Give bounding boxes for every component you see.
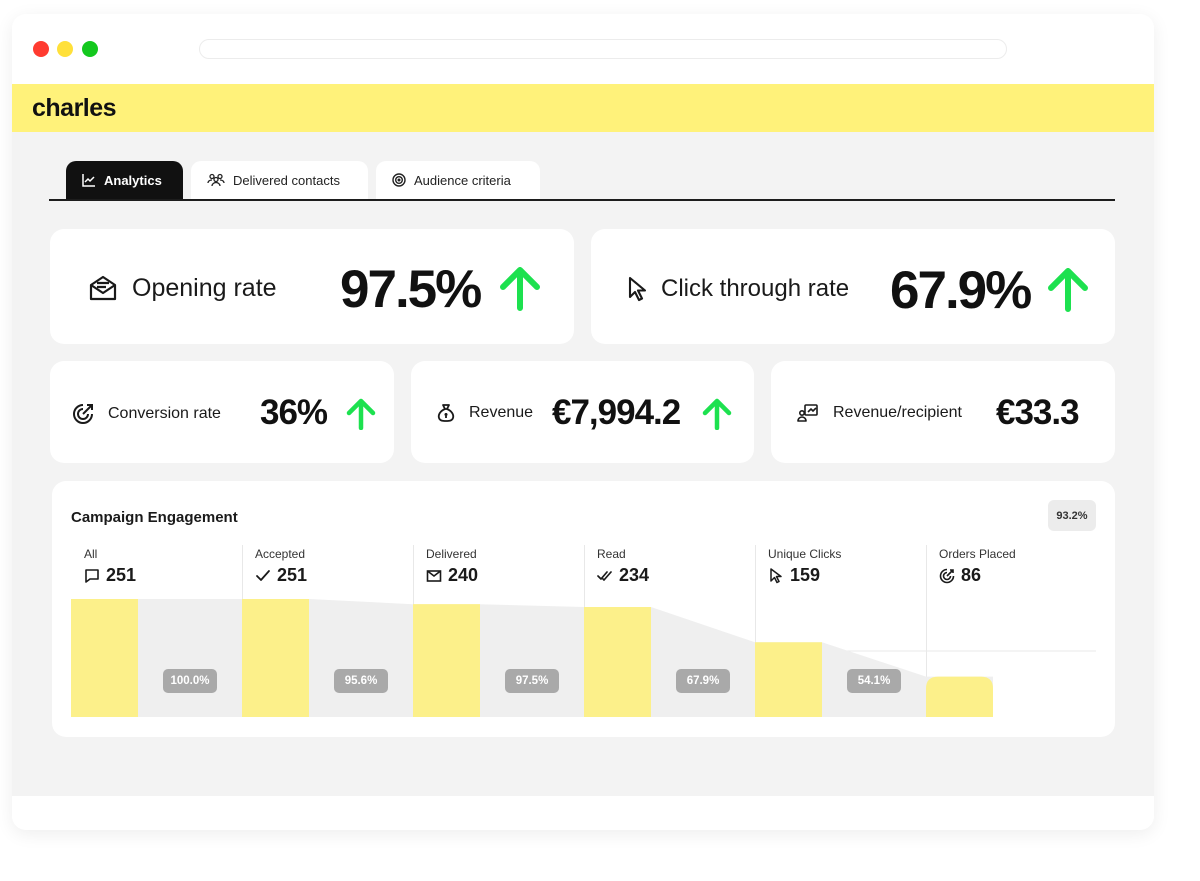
tab-analytics-label: Analytics	[104, 172, 162, 188]
cursor-icon	[628, 276, 647, 302]
tab-audience-criteria-label: Audience criteria	[414, 172, 511, 188]
kpi-card-revenue-per-recipient: Revenue/recipient €33.3	[771, 361, 1115, 463]
tab-bar: Analytics Delivered contacts Audience cr…	[49, 161, 1115, 201]
funnel-column-value: 159	[790, 565, 821, 585]
funnel-column-header-all: All 251	[84, 547, 136, 586]
funnel-bar-unique-clicks	[755, 642, 822, 717]
kpi-revenue-value: €7,994.2	[552, 393, 681, 432]
kpi-click-through-rate-label-group: Click through rate	[627, 275, 849, 303]
contacts-icon	[207, 173, 225, 187]
funnel-column-count: 251	[255, 565, 307, 586]
trend-up-arrow-icon	[500, 267, 540, 311]
engagement-funnel-chart	[71, 599, 1096, 717]
campaign-engagement-title: Campaign Engagement	[71, 509, 238, 526]
logo: charles	[32, 94, 117, 122]
maximize-window-button[interactable]	[82, 41, 98, 57]
open-envelope-icon	[89, 275, 117, 301]
kpi-opening-rate-value: 97.5%	[340, 260, 482, 319]
funnel-column-header-accepted: Accepted 251	[255, 547, 307, 586]
trend-up-arrow-icon	[702, 398, 732, 430]
trend-up-arrow-icon	[346, 398, 376, 430]
engagement-rate-badge: 93.2%	[1048, 500, 1096, 531]
browser-window: charles Analytics Delivered contacts	[12, 14, 1154, 830]
funnel-column-count: 86	[939, 565, 1016, 586]
funnel-column-value: 251	[106, 565, 137, 585]
kpi-card-revenue: Revenue €7,994.2	[411, 361, 754, 463]
kpi-conversion-rate-value: 36%	[260, 393, 328, 432]
funnel-column-value: 234	[619, 565, 650, 585]
minimize-window-button[interactable]	[57, 41, 73, 57]
tab-delivered-contacts[interactable]: Delivered contacts	[191, 161, 368, 199]
address-bar[interactable]	[199, 39, 1007, 59]
funnel-column-value: 86	[961, 565, 982, 585]
kpi-card-click-through-rate: Click through rate 67.9%	[591, 229, 1115, 344]
kpi-conversion-rate-label-group: Conversion rate	[72, 403, 221, 425]
funnel-column-divider	[926, 545, 927, 717]
kpi-opening-rate-label: Opening rate	[132, 273, 277, 302]
kpi-revenue-per-recipient-label-group: Revenue/recipient	[797, 403, 962, 423]
line-chart-icon	[82, 174, 95, 187]
funnel-step-percentage-badge: 67.9%	[676, 669, 730, 693]
funnel-column-name: Unique Clicks	[768, 547, 842, 561]
kpi-click-through-rate-value: 67.9%	[890, 261, 1032, 320]
funnel-column-header-read: Read 234	[597, 547, 649, 586]
funnel-step-percentage-badge: 100.0%	[163, 669, 217, 693]
target-click-icon	[73, 404, 93, 424]
chat-icon	[85, 568, 99, 583]
funnel-column-name: Orders Placed	[939, 547, 1016, 561]
kpi-card-conversion-rate: Conversion rate 36%	[50, 361, 394, 463]
kpi-click-through-rate-label: Click through rate	[661, 275, 850, 302]
kpi-opening-rate-label-group: Opening rate	[88, 273, 277, 303]
main-content: Analytics Delivered contacts Audience cr…	[12, 132, 1154, 796]
user-revenue-icon	[797, 404, 818, 422]
tab-audience-criteria[interactable]: Audience criteria	[376, 161, 540, 199]
check-icon	[256, 569, 270, 581]
funnel-column-divider	[755, 545, 756, 717]
browser-chrome	[12, 14, 1154, 84]
envelope-icon	[426, 569, 442, 582]
kpi-conversion-rate-label: Conversion rate	[108, 405, 221, 422]
funnel-dropoff-area	[71, 599, 993, 717]
cursor-icon	[770, 567, 782, 583]
campaign-engagement-panel: Campaign Engagement 93.2% All 251 Accepted…	[52, 481, 1115, 737]
brand-header: charles	[12, 84, 1154, 132]
funnel-step-percentage-badge: 95.6%	[334, 669, 388, 693]
kpi-revenue-per-recipient-label: Revenue/recipient	[833, 404, 962, 421]
target-click-icon	[939, 568, 955, 583]
funnel-step-percentage-badge: 97.5%	[505, 669, 559, 693]
funnel-column-name: Read	[597, 547, 626, 561]
funnel-step-percentage-badge: 54.1%	[847, 669, 901, 693]
funnel-column-name: All	[84, 547, 98, 561]
funnel-column-header-delivered: Delivered 240	[426, 547, 478, 586]
tab-delivered-contacts-label: Delivered contacts	[233, 172, 340, 188]
funnel-column-name: Accepted	[255, 547, 306, 561]
funnel-column-value: 251	[277, 565, 308, 585]
close-window-button[interactable]	[33, 41, 49, 57]
kpi-card-opening-rate: Opening rate 97.5%	[50, 229, 574, 344]
funnel-column-header-unique-clicks: Unique Clicks 159	[768, 547, 841, 586]
funnel-bar-all	[71, 599, 138, 717]
kpi-revenue-label: Revenue	[469, 404, 534, 421]
funnel-column-count: 251	[84, 565, 136, 586]
funnel-column-header-orders-placed: Orders Placed 86	[939, 547, 1016, 586]
double-check-icon	[597, 570, 612, 581]
funnel-column-count: 159	[768, 565, 841, 586]
funnel-bar-delivered	[413, 604, 480, 717]
funnel-bar-read	[584, 606, 651, 717]
kpi-revenue-per-recipient-value: €33.3	[996, 393, 1080, 432]
target-icon	[392, 173, 406, 187]
trend-up-arrow-icon	[1048, 268, 1088, 312]
funnel-bar-accepted	[242, 599, 309, 717]
money-bag-icon	[437, 404, 455, 422]
kpi-revenue-label-group: Revenue	[437, 403, 533, 423]
funnel-column-count: 234	[597, 565, 649, 586]
window-footer	[12, 796, 1154, 830]
funnel-bar-orders-placed	[926, 676, 993, 717]
funnel-column-name: Delivered	[426, 547, 477, 561]
funnel-column-count: 240	[426, 565, 478, 586]
funnel-column-value: 240	[448, 565, 479, 585]
tab-analytics[interactable]: Analytics	[66, 161, 183, 199]
